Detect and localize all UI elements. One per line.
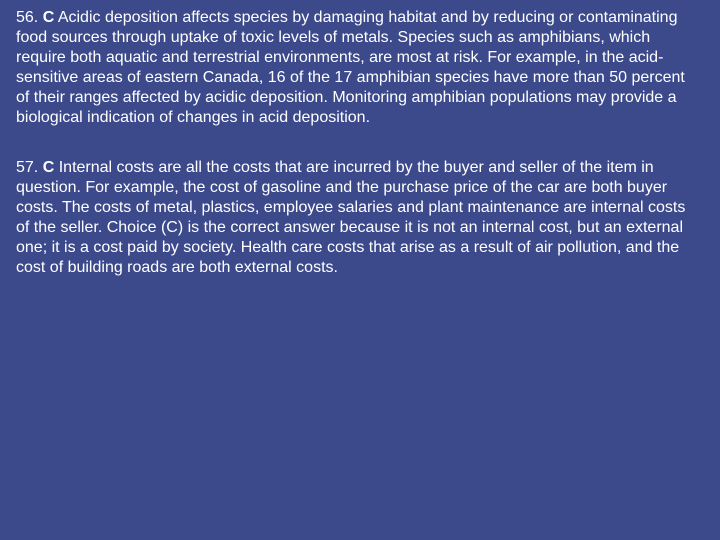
answer-explanation: Acidic deposition affects species by dam…: [16, 9, 685, 126]
answer-block-56: 56. C Acidic deposition affects species …: [16, 8, 698, 128]
answer-explanation: Internal costs are all the costs that ar…: [16, 159, 685, 276]
answer-letter: C: [43, 9, 55, 26]
answer-letter: C: [43, 159, 55, 176]
question-number: 56.: [16, 9, 38, 26]
question-number: 57.: [16, 159, 38, 176]
answer-block-57: 57. C Internal costs are all the costs t…: [16, 158, 698, 278]
